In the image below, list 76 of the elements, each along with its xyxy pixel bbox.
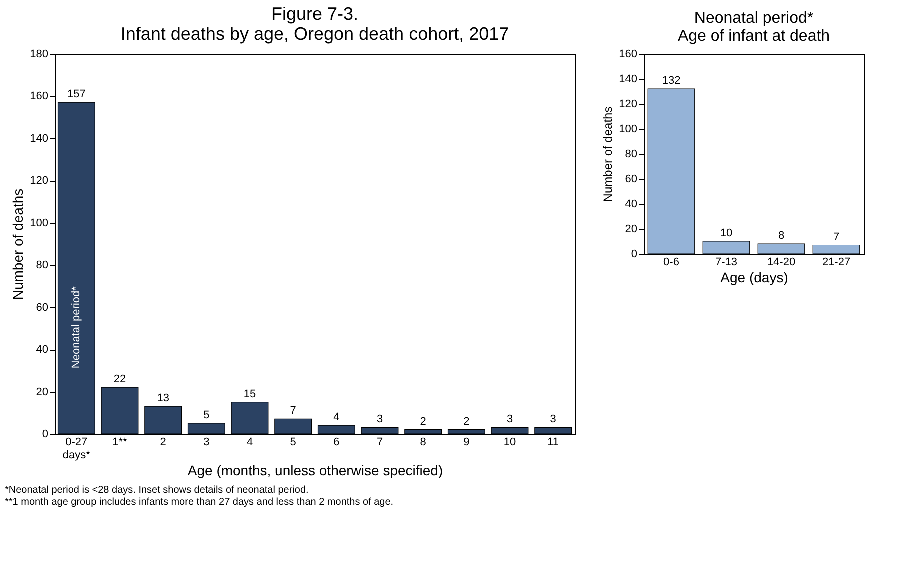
data-label: 22 bbox=[114, 374, 126, 386]
data-label: 15 bbox=[244, 388, 256, 400]
data-label: 157 bbox=[67, 88, 86, 101]
annotation: Neonatal period* bbox=[70, 286, 83, 369]
data-label: 4 bbox=[334, 412, 340, 424]
y-tick-label: 80 bbox=[625, 148, 638, 160]
bar bbox=[274, 418, 312, 434]
y-tick-label: 80 bbox=[36, 260, 48, 272]
y-tick-label: 0 bbox=[631, 248, 638, 260]
y-tick-label: 140 bbox=[619, 74, 638, 86]
x-tick-label: 14-20 bbox=[767, 256, 796, 268]
y-tick-label: 60 bbox=[625, 174, 638, 186]
bar bbox=[188, 423, 226, 434]
x-tick-label: 7 bbox=[376, 436, 384, 448]
y-tick-label: 20 bbox=[36, 386, 48, 398]
bar bbox=[648, 88, 696, 254]
chart-title: Figure 7-3. Infant deaths by age, Oregon death cohort, 2017 bbox=[120, 4, 510, 44]
x-tick-label: 7-13 bbox=[715, 256, 738, 268]
x-tick-label: 11 bbox=[548, 436, 560, 448]
data-label: 10 bbox=[720, 228, 733, 240]
x-tick-label: 2 bbox=[160, 436, 166, 448]
x-tick-label: 4 bbox=[246, 436, 254, 448]
text: **1 month age group includes infants more than 27 days and less than 2 months of age. bbox=[5, 497, 394, 508]
y-tick-label: 40 bbox=[36, 344, 48, 356]
data-label: 3 bbox=[376, 414, 384, 426]
bar bbox=[58, 102, 96, 434]
x-axis-title: Age (months, unless otherwise specified) bbox=[188, 462, 444, 478]
y-tick-label: 160 bbox=[619, 48, 638, 60]
x-tick-label: 21-27 bbox=[822, 256, 851, 268]
x-axis-title: Age (days) bbox=[720, 270, 788, 286]
y-tick-label: 140 bbox=[30, 132, 48, 145]
data-label: 132 bbox=[662, 75, 681, 87]
y-tick-label: 40 bbox=[625, 198, 638, 210]
y-axis-title: Number of deaths bbox=[601, 106, 616, 202]
x-tick-label: 0-27 days* bbox=[62, 436, 92, 462]
data-label: 5 bbox=[204, 409, 210, 422]
bar bbox=[231, 402, 269, 434]
data-label: 7 bbox=[833, 231, 840, 244]
x-tick-label: 9 bbox=[464, 436, 470, 448]
x-tick-label: 10 bbox=[504, 436, 516, 448]
x-tick-label: 6 bbox=[334, 436, 340, 448]
y-tick-label: 60 bbox=[36, 302, 48, 314]
y-tick-label: 100 bbox=[30, 217, 48, 230]
y-tick-label: 180 bbox=[30, 48, 48, 60]
y-axis-title: Number of deaths bbox=[10, 188, 26, 300]
bar bbox=[404, 429, 442, 434]
bar bbox=[491, 427, 529, 434]
bar bbox=[448, 429, 486, 434]
data-label: 8 bbox=[778, 230, 785, 242]
x-tick-label: 1** bbox=[112, 436, 128, 448]
x-tick-label: 0-6 bbox=[664, 256, 680, 268]
y-tick-label: 100 bbox=[619, 124, 638, 136]
bar bbox=[702, 241, 750, 254]
data-label: 2 bbox=[420, 416, 426, 428]
bar bbox=[144, 406, 182, 434]
bar bbox=[758, 244, 806, 254]
bar bbox=[534, 427, 572, 434]
data-label: 7 bbox=[290, 405, 296, 418]
data-label: 2 bbox=[464, 416, 470, 428]
y-tick-label: 120 bbox=[619, 98, 638, 110]
data-label: 3 bbox=[550, 414, 556, 426]
y-tick-label: 20 bbox=[625, 224, 638, 236]
y-tick-label: 120 bbox=[30, 175, 48, 188]
x-tick-label: 5 bbox=[290, 436, 296, 448]
bar bbox=[812, 244, 860, 254]
x-tick-label: 8 bbox=[420, 436, 426, 448]
text: *Neonatal period is <28 days. Inset shows details of neonatal period. bbox=[5, 485, 309, 496]
data-label: 13 bbox=[157, 392, 170, 405]
bar bbox=[318, 425, 356, 434]
y-tick-label: 0 bbox=[42, 428, 48, 440]
bar bbox=[101, 387, 139, 434]
chart-title: Neonatal period* Age of infant at death bbox=[678, 10, 830, 45]
y-tick-label: 160 bbox=[30, 90, 48, 103]
data-label: 3 bbox=[506, 414, 514, 426]
bar bbox=[361, 427, 399, 434]
x-tick-label: 3 bbox=[204, 436, 210, 448]
